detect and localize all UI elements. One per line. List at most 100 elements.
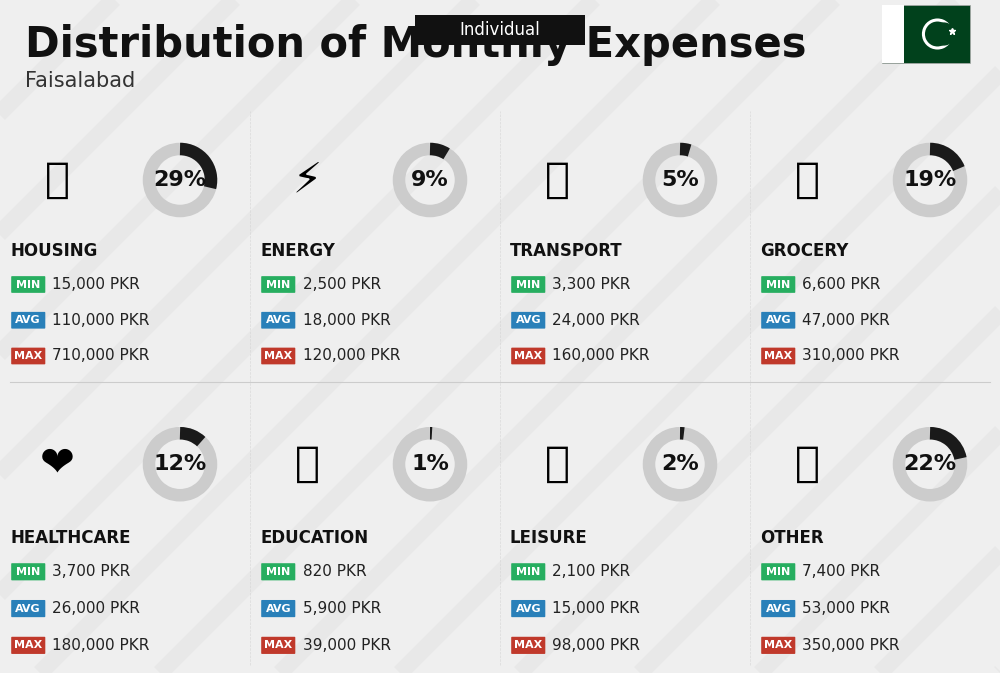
Text: 5,900 PKR: 5,900 PKR xyxy=(303,601,381,616)
FancyBboxPatch shape xyxy=(261,637,295,654)
Text: 2%: 2% xyxy=(661,454,699,474)
Text: 15,000 PKR: 15,000 PKR xyxy=(552,601,640,616)
FancyBboxPatch shape xyxy=(261,276,295,293)
Text: AVG: AVG xyxy=(15,315,41,325)
FancyBboxPatch shape xyxy=(511,312,545,328)
Text: MIN: MIN xyxy=(16,279,40,289)
Text: MAX: MAX xyxy=(264,641,292,650)
Text: MIN: MIN xyxy=(266,279,290,289)
Text: 160,000 PKR: 160,000 PKR xyxy=(552,349,650,363)
FancyBboxPatch shape xyxy=(761,600,795,617)
Text: 5%: 5% xyxy=(661,170,699,190)
Text: MAX: MAX xyxy=(764,351,792,361)
Text: AVG: AVG xyxy=(265,315,291,325)
FancyBboxPatch shape xyxy=(261,312,295,328)
Text: ENERGY: ENERGY xyxy=(260,242,335,260)
Text: 3,300 PKR: 3,300 PKR xyxy=(552,277,631,292)
FancyBboxPatch shape xyxy=(11,276,45,293)
Text: 🚌: 🚌 xyxy=(545,159,570,201)
Text: MIN: MIN xyxy=(766,567,790,577)
Text: 19%: 19% xyxy=(903,170,957,190)
Text: 🎓: 🎓 xyxy=(295,444,320,485)
Text: 24,000 PKR: 24,000 PKR xyxy=(552,313,640,328)
Text: 🏙: 🏙 xyxy=(45,159,70,201)
FancyBboxPatch shape xyxy=(761,637,795,654)
FancyBboxPatch shape xyxy=(761,348,795,364)
Text: 2,100 PKR: 2,100 PKR xyxy=(552,564,631,579)
Text: 120,000 PKR: 120,000 PKR xyxy=(303,349,400,363)
Text: MAX: MAX xyxy=(264,351,292,361)
FancyBboxPatch shape xyxy=(882,5,904,63)
Text: TRANSPORT: TRANSPORT xyxy=(510,242,623,260)
Text: MIN: MIN xyxy=(516,567,540,577)
FancyBboxPatch shape xyxy=(511,348,545,364)
Text: 820 PKR: 820 PKR xyxy=(303,564,366,579)
Text: 98,000 PKR: 98,000 PKR xyxy=(552,638,640,653)
FancyBboxPatch shape xyxy=(511,600,545,617)
Text: 9%: 9% xyxy=(411,170,449,190)
Text: OTHER: OTHER xyxy=(760,529,824,547)
FancyBboxPatch shape xyxy=(11,312,45,328)
Text: AVG: AVG xyxy=(15,604,41,614)
Text: LEISURE: LEISURE xyxy=(510,529,588,547)
Text: MIN: MIN xyxy=(16,567,40,577)
Text: 3,700 PKR: 3,700 PKR xyxy=(52,564,131,579)
FancyBboxPatch shape xyxy=(261,600,295,617)
Circle shape xyxy=(933,23,955,45)
FancyBboxPatch shape xyxy=(11,348,45,364)
Text: AVG: AVG xyxy=(765,604,791,614)
Text: 🛍: 🛍 xyxy=(545,444,570,485)
Text: 710,000 PKR: 710,000 PKR xyxy=(52,349,150,363)
FancyBboxPatch shape xyxy=(511,276,545,293)
Text: MIN: MIN xyxy=(516,279,540,289)
Text: MAX: MAX xyxy=(14,351,42,361)
Text: 47,000 PKR: 47,000 PKR xyxy=(802,313,890,328)
Text: 39,000 PKR: 39,000 PKR xyxy=(303,638,391,653)
FancyBboxPatch shape xyxy=(761,563,795,580)
Text: Individual: Individual xyxy=(460,21,540,39)
Text: 29%: 29% xyxy=(153,170,207,190)
Text: 18,000 PKR: 18,000 PKR xyxy=(303,313,390,328)
Text: 👜: 👜 xyxy=(795,444,820,485)
FancyBboxPatch shape xyxy=(261,348,295,364)
Text: 15,000 PKR: 15,000 PKR xyxy=(52,277,140,292)
Text: 2,500 PKR: 2,500 PKR xyxy=(303,277,381,292)
Text: EDUCATION: EDUCATION xyxy=(260,529,368,547)
Text: ⚡: ⚡ xyxy=(293,159,322,201)
FancyBboxPatch shape xyxy=(511,637,545,654)
Text: 6,600 PKR: 6,600 PKR xyxy=(802,277,881,292)
Text: 1%: 1% xyxy=(411,454,449,474)
FancyBboxPatch shape xyxy=(11,600,45,617)
Text: MAX: MAX xyxy=(514,641,542,650)
FancyBboxPatch shape xyxy=(11,563,45,580)
Text: 180,000 PKR: 180,000 PKR xyxy=(52,638,150,653)
Text: 12%: 12% xyxy=(153,454,207,474)
Text: HOUSING: HOUSING xyxy=(10,242,97,260)
Text: MAX: MAX xyxy=(764,641,792,650)
FancyBboxPatch shape xyxy=(761,276,795,293)
Text: MAX: MAX xyxy=(14,641,42,650)
Text: MIN: MIN xyxy=(266,567,290,577)
Text: ❤️: ❤️ xyxy=(40,444,75,485)
Text: 26,000 PKR: 26,000 PKR xyxy=(52,601,140,616)
Text: AVG: AVG xyxy=(515,315,541,325)
FancyBboxPatch shape xyxy=(882,5,970,63)
FancyBboxPatch shape xyxy=(261,563,295,580)
Text: AVG: AVG xyxy=(765,315,791,325)
Text: GROCERY: GROCERY xyxy=(760,242,848,260)
Text: 350,000 PKR: 350,000 PKR xyxy=(802,638,900,653)
Text: 🛒: 🛒 xyxy=(795,159,820,201)
Text: Distribution of Monthly Expenses: Distribution of Monthly Expenses xyxy=(25,24,806,66)
Text: Faisalabad: Faisalabad xyxy=(25,71,135,91)
FancyBboxPatch shape xyxy=(761,312,795,328)
Text: HEALTHCARE: HEALTHCARE xyxy=(10,529,130,547)
Text: AVG: AVG xyxy=(265,604,291,614)
Text: 53,000 PKR: 53,000 PKR xyxy=(802,601,890,616)
Text: AVG: AVG xyxy=(515,604,541,614)
Text: MAX: MAX xyxy=(514,351,542,361)
FancyBboxPatch shape xyxy=(415,15,585,45)
Text: MIN: MIN xyxy=(766,279,790,289)
FancyBboxPatch shape xyxy=(11,637,45,654)
FancyBboxPatch shape xyxy=(511,563,545,580)
Text: 310,000 PKR: 310,000 PKR xyxy=(802,349,900,363)
